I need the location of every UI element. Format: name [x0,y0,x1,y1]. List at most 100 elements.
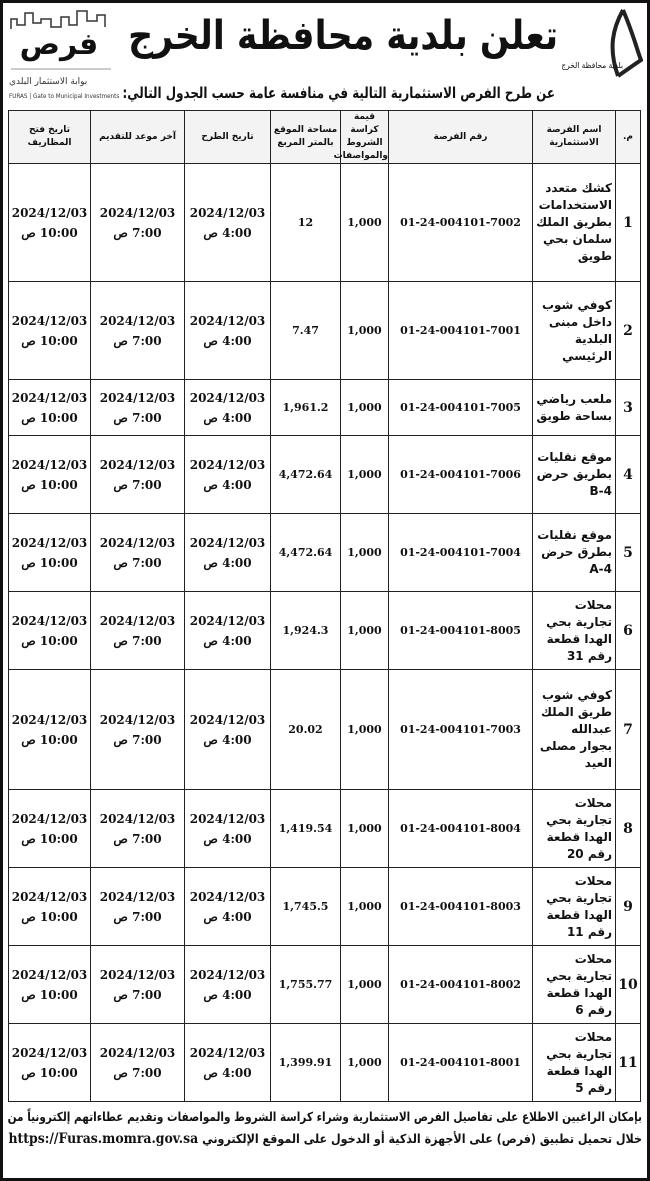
deadline-date-text: 2024/12/03 [99,613,176,628]
post-date: 2024/12/03 4:00 ص [184,281,271,380]
booklet-cost: 1,000 [340,435,389,514]
booklet-cost-text: 1,000 [347,324,382,337]
opportunity-id: 01-24-004101-7001 [388,281,533,380]
open-time-text: 10:00 ص [21,732,78,747]
booklet-cost-text: 1,000 [347,723,382,736]
opportunity-name: كوفي شوب طريق الملك عبدالله بجوار مصلى ا… [532,669,616,790]
row-number: 9 [615,867,641,946]
open-date: 2024/12/03 10:00 ص [8,435,91,514]
site-area: 4,472.64 [270,513,341,592]
opportunity-id-text: 01-24-004101-7004 [400,546,521,559]
row-number-text: 2 [623,322,633,339]
post-date-text: 2024/12/03 [189,205,266,220]
post-date-text: 2024/12/03 [189,1045,266,1060]
municipality-logo-icon [610,9,643,78]
post-time-text: 4:00 ص [203,1065,252,1080]
deadline-date-text: 2024/12/03 [99,967,176,982]
row-number-text: 4 [623,466,633,483]
open-time-text: 10:00 ص [21,555,78,570]
booklet-cost-text: 1,000 [347,624,382,637]
post-date: 2024/12/03 4:00 ص [184,513,271,592]
footer-note: بإمكان الراغبين الاطلاع على تفاصيل الفرص… [8,1106,642,1150]
post-date-text: 2024/12/03 [189,390,266,405]
content: م. اسم الفرصة الاستثمارية رقم الفرصة قيمة ك… [8,110,642,1150]
opportunity-id: 01-24-004101-7004 [388,513,533,592]
table-row: 9 محلات تجارية بحي الهدا قطعة رقم 11 01-24… [8,867,641,946]
opportunity-id: 01-24-004101-7005 [388,379,533,436]
site-area-text: 20.02 [288,723,323,736]
opportunity-id-text: 01-24-004101-8001 [400,1056,521,1069]
post-date-text: 2024/12/03 [189,457,266,472]
post-time-text: 4:00 ص [203,987,252,1002]
opportunity-id-text: 01-24-004101-7001 [400,324,521,337]
site-area-text: 1,399.91 [278,1056,333,1069]
deadline-time-text: 7:00 ص [113,633,162,648]
opportunity-name: محلات تجارية بحي الهدا قطعة رقم 6 [532,945,616,1024]
opportunity-id: 01-24-004101-8003 [388,867,533,946]
deadline-date-text: 2024/12/03 [99,313,176,328]
site-area: 20.02 [270,669,341,790]
deadline-date-text: 2024/12/03 [99,205,176,220]
row-number: 11 [615,1023,641,1102]
opportunity-name: ملعب رياضي بساحة طويق [532,379,616,436]
deadline-date-text: 2024/12/03 [99,390,176,405]
open-date-text: 2024/12/03 [11,811,88,826]
row-number: 3 [615,379,641,436]
booklet-cost-text: 1,000 [347,401,382,414]
row-number: 1 [615,163,641,282]
opportunity-name-text: محلات تجارية بحي الهدا قطعة رقم 31 [546,597,612,663]
footer-line-1: بإمكان الراغبين الاطلاع على تفاصيل الفرص… [7,1109,642,1124]
column-header: تاريخ الطرح [184,110,271,164]
post-date: 2024/12/03 4:00 ص [184,435,271,514]
post-date-text: 2024/12/03 [189,535,266,550]
opportunity-id-text: 01-24-004101-7006 [400,468,521,481]
post-time-text: 4:00 ص [203,909,252,924]
table-row: 8 محلات تجارية بحي الهدا قطعة رقم 20 01-24… [8,789,641,868]
open-date: 2024/12/03 10:00 ص [8,379,91,436]
post-date-text: 2024/12/03 [189,811,266,826]
row-number-text: 1 [623,214,633,231]
open-date-text: 2024/12/03 [11,613,88,628]
deadline-time-text: 7:00 ص [113,555,162,570]
deadline-date: 2024/12/03 7:00 ص [90,163,185,282]
deadline-time-text: 7:00 ص [113,987,162,1002]
post-date-text: 2024/12/03 [189,889,266,904]
deadline-time-text: 7:00 ص [113,909,162,924]
post-date: 2024/12/03 4:00 ص [184,163,271,282]
deadline-date: 2024/12/03 7:00 ص [90,379,185,436]
furas-logo: فرص [19,27,99,62]
deadline-time-text: 7:00 ص [113,333,162,348]
column-header: مساحة الموقع بالمتر المربع [270,110,341,164]
post-date-text: 2024/12/03 [189,613,266,628]
post-date: 2024/12/03 4:00 ص [184,379,271,436]
booklet-cost-text: 1,000 [347,468,382,481]
table-row: 4 موقع نقليات بطريق حرض B-4 01-24-004101-7… [8,435,641,514]
deadline-date: 2024/12/03 7:00 ص [90,1023,185,1102]
table-row: 2 كوفي شوب داخل مبنى البلدية الرئيسي 01-24… [8,281,641,380]
open-date: 2024/12/03 10:00 ص [8,591,91,670]
site-area: 1,399.91 [270,1023,341,1102]
furas-subtitle: بوابة الاستثمار البلدي [9,77,88,87]
booklet-cost: 1,000 [340,163,389,282]
post-time-text: 4:00 ص [203,555,252,570]
row-number: 4 [615,435,641,514]
deadline-time-text: 7:00 ص [113,831,162,846]
table-row: 1 كشك متعدد الاستخدامات بطريق الملك سلمان… [8,163,641,282]
opportunity-name-text: محلات تجارية بحي الهدا قطعة رقم 6 [546,951,612,1017]
site-area: 1,961.2 [270,379,341,436]
opportunity-id-text: 01-24-004101-8002 [400,978,521,991]
open-time-text: 10:00 ص [21,633,78,648]
row-number-text: 10 [618,976,638,993]
website-link[interactable]: https://Furas.momra.gov.sa [8,1131,199,1147]
post-date-text: 2024/12/03 [189,313,266,328]
deadline-date-text: 2024/12/03 [99,1045,176,1060]
site-area: 1,755.77 [270,945,341,1024]
post-time-text: 4:00 ص [203,225,252,240]
site-area: 1,745.5 [270,867,341,946]
open-time-text: 10:00 ص [21,987,78,1002]
opportunity-id-text: 01-24-004101-7005 [400,401,521,414]
row-number: 7 [615,669,641,790]
open-date-text: 2024/12/03 [11,712,88,727]
opportunity-id: 01-24-004101-8005 [388,591,533,670]
